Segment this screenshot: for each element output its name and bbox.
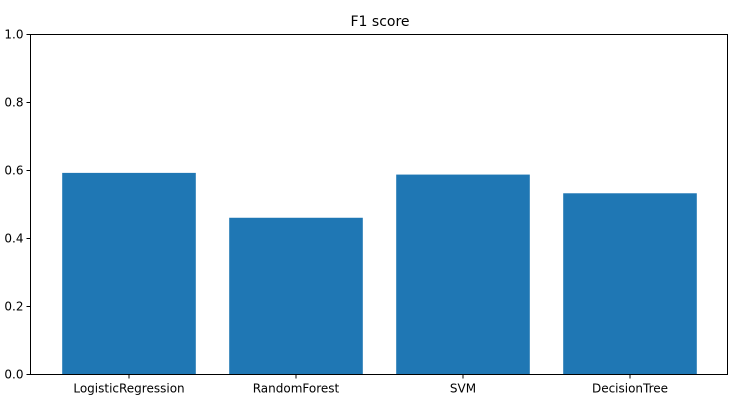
y-tick-label: 1.0: [4, 28, 23, 42]
bars-group: [62, 172, 697, 375]
bar-decisiontree: [563, 193, 697, 375]
bar-randomforest: [229, 217, 363, 375]
y-tick-label: 0.0: [4, 368, 23, 382]
x-tick-label: LogisticRegression: [73, 382, 184, 396]
y-tick-label: 0.2: [4, 300, 23, 314]
bar-logisticregression: [62, 172, 196, 375]
y-tick-label: 0.4: [4, 232, 23, 246]
y-axis: 0.0 0.2 0.4 0.6 0.8 1.0: [4, 28, 31, 382]
x-tick-label: RandomForest: [253, 382, 340, 396]
bar-svm: [396, 174, 530, 375]
y-tick-label: 0.8: [4, 96, 23, 110]
x-tick-label: SVM: [450, 382, 476, 396]
y-tick-label: 0.6: [4, 164, 23, 178]
x-tick-label: DecisionTree: [592, 382, 668, 396]
x-axis: LogisticRegression RandomForest SVM Decisio…: [73, 374, 668, 396]
chart-title: F1 score: [350, 14, 409, 30]
plot-frame: [30, 34, 728, 375]
